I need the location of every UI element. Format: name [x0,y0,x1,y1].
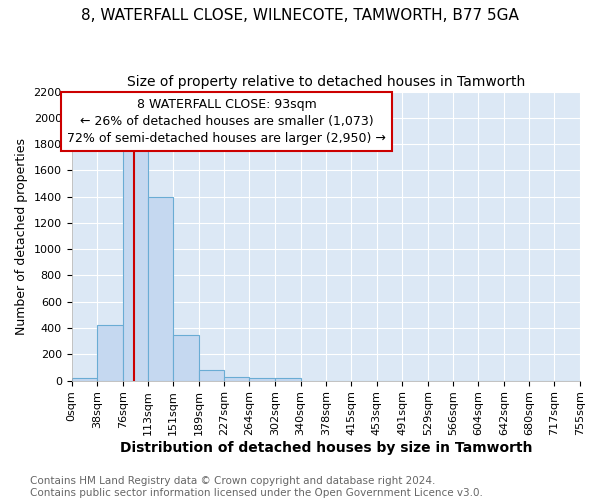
Bar [173,334,199,380]
Y-axis label: Number of detached properties: Number of detached properties [15,138,28,334]
Bar [224,376,250,380]
Bar [250,378,275,380]
Title: Size of property relative to detached houses in Tamworth: Size of property relative to detached ho… [127,75,525,89]
Bar [123,143,148,380]
Bar [148,196,173,380]
Text: 8 WATERFALL CLOSE: 93sqm
← 26% of detached houses are smaller (1,073)
72% of sem: 8 WATERFALL CLOSE: 93sqm ← 26% of detach… [67,98,386,145]
Bar [97,325,123,380]
Text: 8, WATERFALL CLOSE, WILNECOTE, TAMWORTH, B77 5GA: 8, WATERFALL CLOSE, WILNECOTE, TAMWORTH,… [81,8,519,22]
Bar [71,378,97,380]
Bar [275,378,301,380]
Bar [199,370,224,380]
X-axis label: Distribution of detached houses by size in Tamworth: Distribution of detached houses by size … [119,441,532,455]
Text: Contains HM Land Registry data © Crown copyright and database right 2024.
Contai: Contains HM Land Registry data © Crown c… [30,476,483,498]
